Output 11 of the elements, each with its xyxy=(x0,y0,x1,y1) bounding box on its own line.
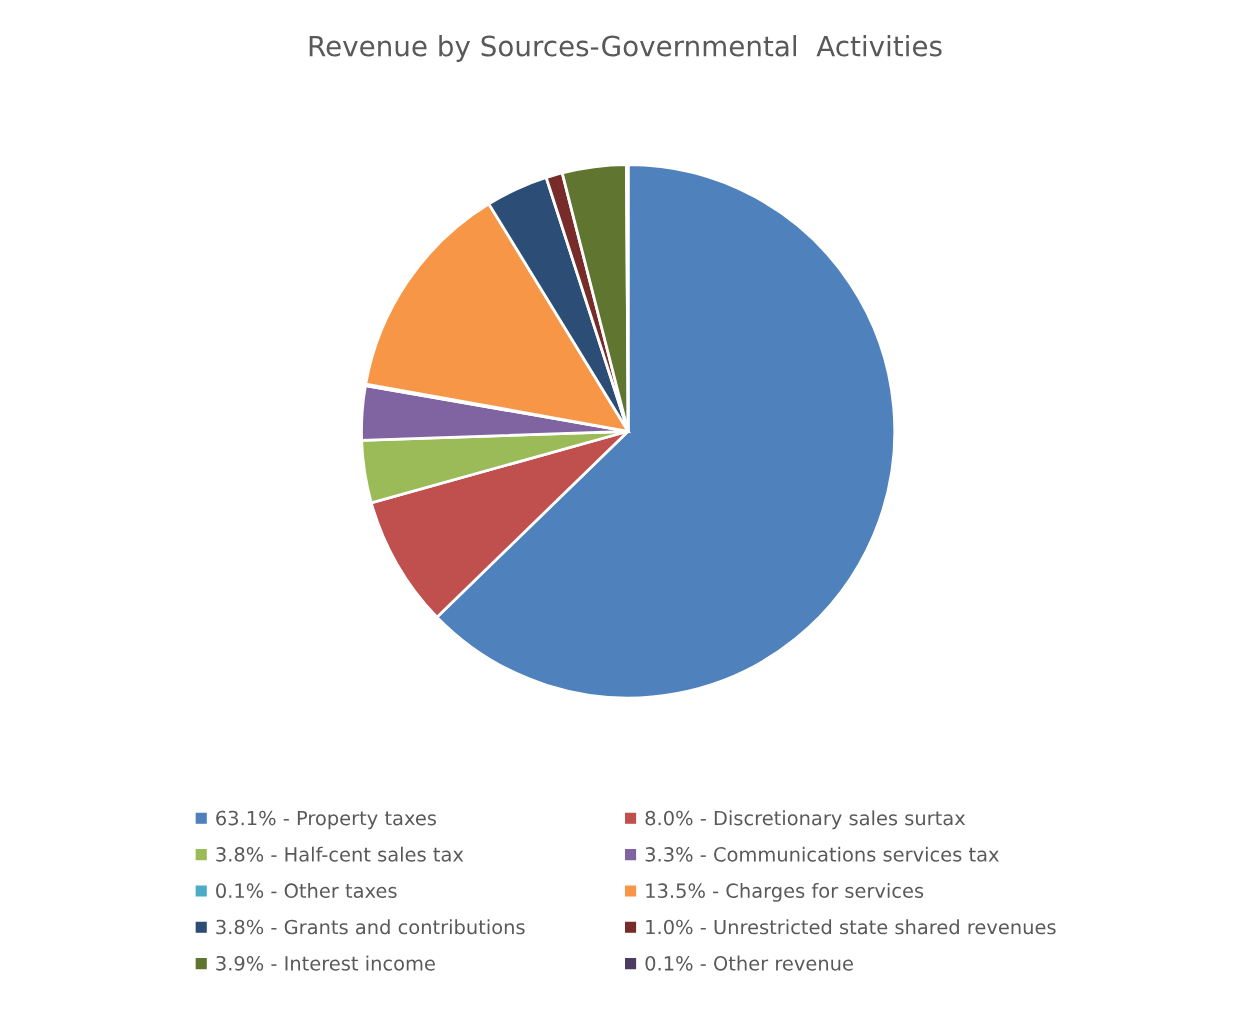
legend-label: 3.8% - Half-cent sales tax xyxy=(216,846,464,862)
chart-title: Revenue by Sources-Governmental Activities xyxy=(309,35,942,62)
legend-label: 3.3% - Communications services tax xyxy=(645,846,999,862)
legend-label: 63.1% - Property taxes xyxy=(216,810,437,830)
legend-label: 0.1% - Other taxes xyxy=(216,882,397,899)
legend-label: 8.0% - Discretionary sales surtax xyxy=(645,810,966,830)
legend-label: 1.0% - Unrestricted state shared revenues xyxy=(646,919,1056,935)
legend-label: 3.8% - Grants and contributions xyxy=(216,919,525,935)
legend-label: 13.5% - Charges for services xyxy=(646,882,924,902)
legend-label: 0.1% - Other revenue xyxy=(645,955,853,971)
legend-label: 3.9% - Interest income xyxy=(216,955,435,971)
